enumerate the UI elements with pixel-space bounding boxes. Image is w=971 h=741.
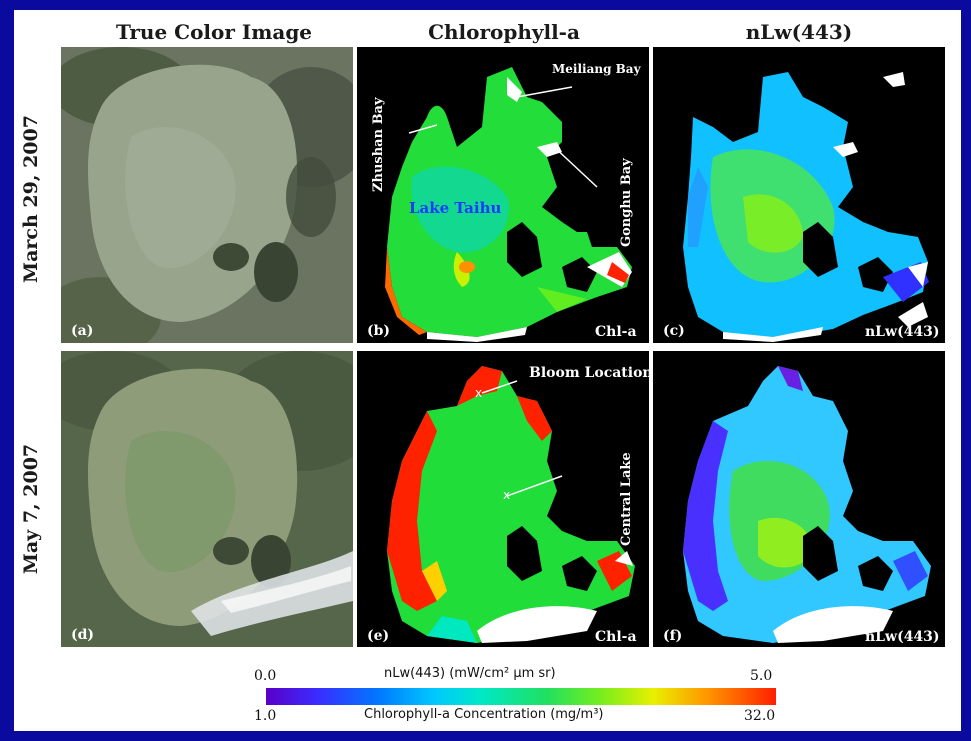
true-color-image-march <box>61 47 353 343</box>
row-title-march: March 29, 2007 <box>20 115 42 283</box>
annotation-zhushan-bay: Zhushan Bay <box>371 97 386 192</box>
panel-a-true-color-march: (a) <box>61 47 353 343</box>
chlorophyll-map-may: x x <box>387 366 635 643</box>
annotation-central-lake: Central Lake <box>619 452 634 546</box>
panel-tag-chl-e: Chl-a <box>595 629 637 645</box>
annotation-gonghu-bay: Gonghu Bay <box>619 158 634 247</box>
panel-tag-nlw-c: nLw(443) <box>865 324 940 340</box>
annotation-bloom-location: Bloom Location <box>529 365 649 381</box>
colorbar-top-max: 5.0 <box>750 668 773 684</box>
colorbar-top-min: 0.0 <box>254 668 277 684</box>
nlw-map-may <box>683 366 931 643</box>
panel-tag-nlw-f: nLw(443) <box>865 629 940 645</box>
colorbar-gradient <box>266 688 776 705</box>
true-color-image-may <box>61 351 353 647</box>
panel-label-a: (a) <box>71 323 94 339</box>
panel-e-chlorophyll-may: x x Bloom Location Central Lake (e) Chl-… <box>357 351 649 647</box>
panel-label-e: (e) <box>367 628 390 644</box>
chlorophyll-map-march <box>385 67 632 342</box>
colorbar-bottom-title: Chlorophyll-a Concentration (mg/m³) <box>364 707 604 722</box>
column-title-nlw: nLw(443) <box>745 20 853 44</box>
colorbar-legend: 0.0 nLw(443) (mW/cm² µm sr) 5.0 1.0 Chlo… <box>254 660 776 728</box>
panel-tag-chl-b: Chl-a <box>595 324 637 340</box>
svg-text:x: x <box>475 386 482 400</box>
panel-c-nlw-march: (c) nLw(443) <box>653 47 945 343</box>
annotation-meiliang-bay: Meiliang Bay <box>552 62 641 76</box>
panel-b-chlorophyll-march: Meiliang Bay Zhushan Bay Gonghu Bay Lake… <box>357 47 649 343</box>
row-title-may: May 7, 2007 <box>20 443 42 575</box>
panel-d-true-color-may: (d) <box>61 351 353 647</box>
nlw-map-march <box>683 72 929 342</box>
colorbar-bottom-max: 32.0 <box>744 708 776 724</box>
column-title-true-color: True Color Image <box>115 20 313 44</box>
colorbar-bottom-min: 1.0 <box>254 708 277 724</box>
column-title-chlorophyll: Chlorophyll-a <box>428 20 580 44</box>
panel-label-d: (d) <box>71 627 95 643</box>
colorbar-top-title: nLw(443) (mW/cm² µm sr) <box>384 666 556 681</box>
panel-label-c: (c) <box>663 323 685 339</box>
figure-sheet: True Color Image Chlorophyll-a nLw(443) … <box>14 10 961 731</box>
panel-f-nlw-may: (f) nLw(443) <box>653 351 945 647</box>
panel-label-b: (b) <box>367 323 391 339</box>
panel-label-f: (f) <box>663 628 683 644</box>
annotation-lake-taihu: Lake Taihu <box>409 199 502 217</box>
svg-text:x: x <box>503 488 510 502</box>
